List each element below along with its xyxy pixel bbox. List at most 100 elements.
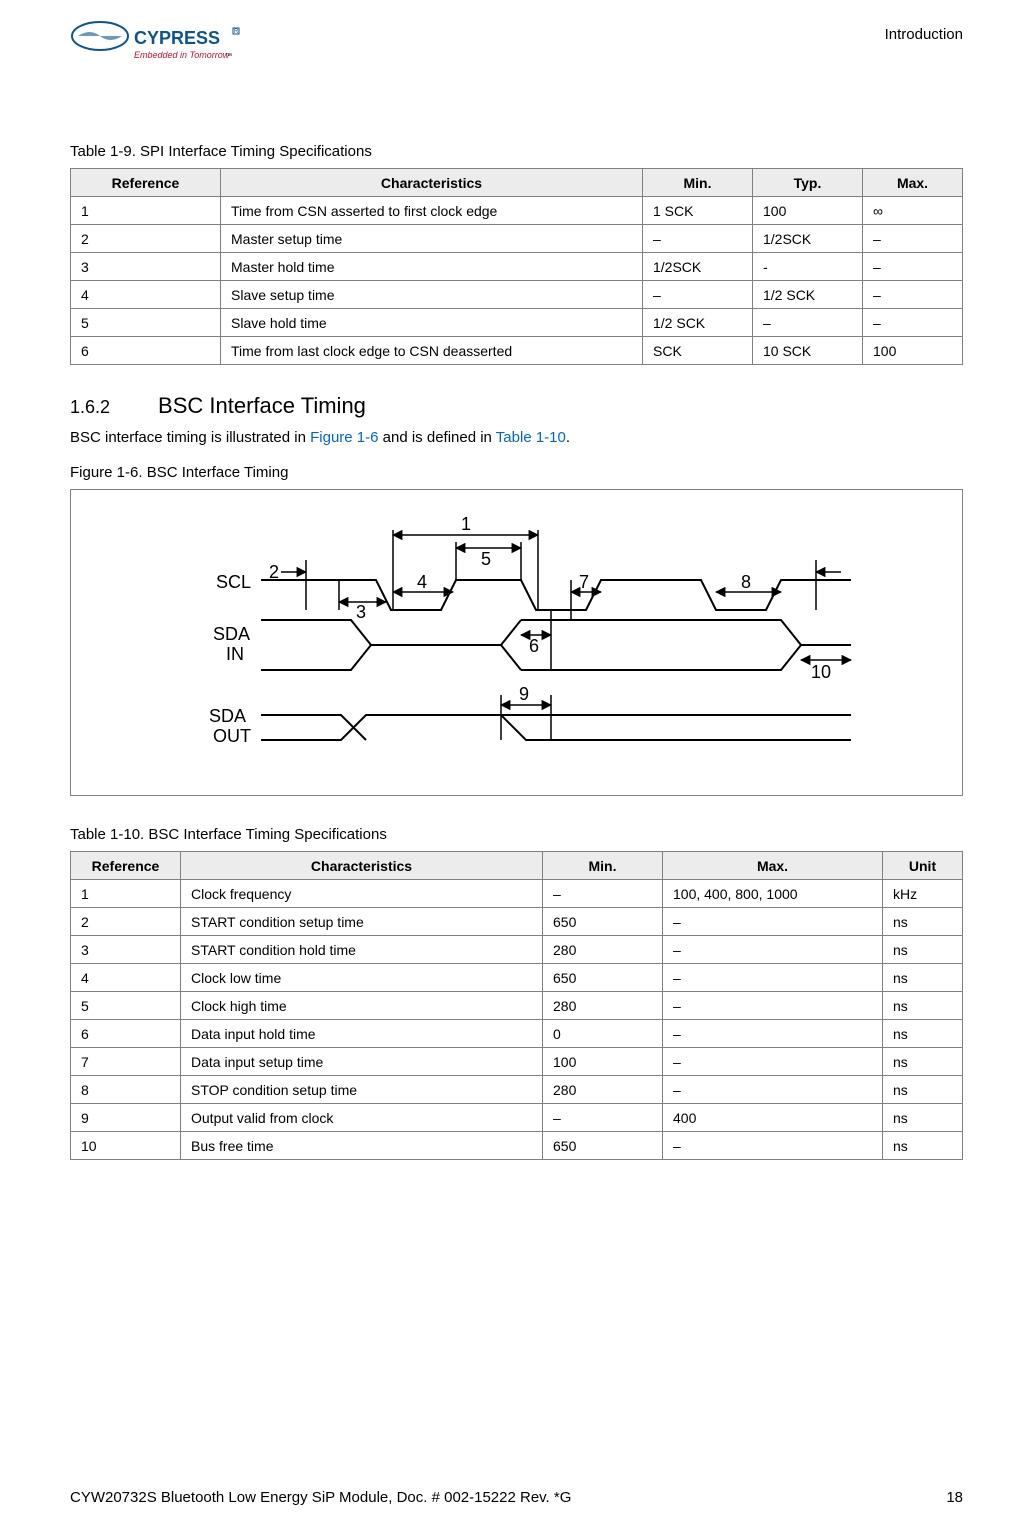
svg-text:SDA: SDA <box>213 624 250 644</box>
svg-text:IN: IN <box>226 644 244 664</box>
table-cell: 100 <box>863 337 963 365</box>
table-cell: 0 <box>543 1020 663 1048</box>
table-cell: Master setup time <box>221 225 643 253</box>
svg-text:4: 4 <box>417 572 427 592</box>
table-cell: Bus free time <box>181 1132 543 1160</box>
table-cell: – <box>663 1076 883 1104</box>
svg-text:™: ™ <box>225 53 232 60</box>
heading-number: 1.6.2 <box>70 397 110 418</box>
bsc-timing-diagram: SCL SDA IN SDA OUT <box>70 489 963 796</box>
svg-text:8: 8 <box>741 572 751 592</box>
svg-text:SDA: SDA <box>209 706 246 726</box>
table-cell: – <box>663 992 883 1020</box>
table-cell: 650 <box>543 1132 663 1160</box>
table-cell: 1/2SCK <box>753 225 863 253</box>
table-cell: Clock high time <box>181 992 543 1020</box>
table-cell: Master hold time <box>221 253 643 281</box>
table-cell: 650 <box>543 964 663 992</box>
table-cell: – <box>543 880 663 908</box>
table-cell: 2 <box>71 908 181 936</box>
table-cell: Data input setup time <box>181 1048 543 1076</box>
svg-text:SCL: SCL <box>216 572 251 592</box>
table1-caption: Table 1-9. SPI Interface Timing Specific… <box>70 143 963 160</box>
table-cell: 1/2SCK <box>643 253 753 281</box>
footer-doc: CYW20732S Bluetooth Low Energy SiP Modul… <box>70 1489 571 1506</box>
table-row: 6Data input hold time0–ns <box>71 1020 963 1048</box>
table-row: 1Time from CSN asserted to first clock e… <box>71 197 963 225</box>
cypress-logo: CYPRESS R Embedded in Tomorrow ™ <box>70 18 250 83</box>
table-cell: 3 <box>71 936 181 964</box>
heading-text: BSC Interface Timing <box>158 393 366 419</box>
table-cell: – <box>663 964 883 992</box>
table-cell: STOP condition setup time <box>181 1076 543 1104</box>
table-cell: - <box>753 253 863 281</box>
svg-text:OUT: OUT <box>213 726 251 746</box>
table-cell: START condition hold time <box>181 936 543 964</box>
table-cell: Clock low time <box>181 964 543 992</box>
table-cell: 100 <box>753 197 863 225</box>
table-cell: Time from CSN asserted to first clock ed… <box>221 197 643 225</box>
svg-text:R: R <box>234 29 239 35</box>
section-title: Introduction <box>885 26 963 43</box>
table-cell: 280 <box>543 992 663 1020</box>
table-cell: ns <box>883 1048 963 1076</box>
spi-timing-table: Reference Characteristics Min. Typ. Max.… <box>70 168 963 365</box>
figure-link[interactable]: Figure 1-6 <box>310 429 378 446</box>
table-cell: 5 <box>71 992 181 1020</box>
table-cell: ns <box>883 992 963 1020</box>
svg-text:10: 10 <box>811 662 831 682</box>
body-paragraph: BSC interface timing is illustrated in F… <box>70 429 963 446</box>
table-cell: 1 <box>71 197 221 225</box>
table-cell: – <box>663 1132 883 1160</box>
table-cell: 3 <box>71 253 221 281</box>
table-header: Characteristics <box>221 169 643 197</box>
table-row: 9Output valid from clock–400ns <box>71 1104 963 1132</box>
table-cell: 650 <box>543 908 663 936</box>
table-cell: 8 <box>71 1076 181 1104</box>
table-cell: Slave setup time <box>221 281 643 309</box>
table-cell: kHz <box>883 880 963 908</box>
table-cell: 6 <box>71 1020 181 1048</box>
table-cell: ns <box>883 1076 963 1104</box>
table-cell: 4 <box>71 964 181 992</box>
table-cell: – <box>863 225 963 253</box>
table-header: Min. <box>643 169 753 197</box>
table-row: 2Master setup time–1/2SCK– <box>71 225 963 253</box>
table-cell: 10 SCK <box>753 337 863 365</box>
table-cell: 100 <box>543 1048 663 1076</box>
table-cell: ∞ <box>863 197 963 225</box>
table-row: 1Clock frequency–100, 400, 800, 1000kHz <box>71 880 963 908</box>
table-row: 4Clock low time650–ns <box>71 964 963 992</box>
table-header: Max. <box>663 852 883 880</box>
table-cell: 1 SCK <box>643 197 753 225</box>
table-row: 4Slave setup time–1/2 SCK– <box>71 281 963 309</box>
table-cell: – <box>863 253 963 281</box>
table-cell: – <box>663 936 883 964</box>
table-cell: Clock frequency <box>181 880 543 908</box>
table-cell: ns <box>883 1020 963 1048</box>
table-row: 3Master hold time1/2SCK-– <box>71 253 963 281</box>
table-cell: Output valid from clock <box>181 1104 543 1132</box>
table-row: 5Clock high time280–ns <box>71 992 963 1020</box>
table-header: Max. <box>863 169 963 197</box>
table-row: 5Slave hold time1/2 SCK–– <box>71 309 963 337</box>
svg-text:3: 3 <box>356 602 366 622</box>
figure-caption: Figure 1-6. BSC Interface Timing <box>70 464 963 481</box>
table-cell: 10 <box>71 1132 181 1160</box>
table-cell: 1 <box>71 880 181 908</box>
table-row: 3START condition hold time280–ns <box>71 936 963 964</box>
svg-text:1: 1 <box>461 514 471 534</box>
table-header: Reference <box>71 852 181 880</box>
table-cell: – <box>663 1020 883 1048</box>
table-link[interactable]: Table 1-10 <box>496 429 566 446</box>
table-cell: – <box>863 309 963 337</box>
table-cell: 7 <box>71 1048 181 1076</box>
subsection-heading: 1.6.2 BSC Interface Timing <box>70 393 963 419</box>
table-cell: 400 <box>663 1104 883 1132</box>
table-cell: ns <box>883 1104 963 1132</box>
table-cell: 6 <box>71 337 221 365</box>
table-row: 8STOP condition setup time280–ns <box>71 1076 963 1104</box>
table-cell: SCK <box>643 337 753 365</box>
table-row: 7Data input setup time100–ns <box>71 1048 963 1076</box>
footer-page: 18 <box>946 1489 963 1506</box>
